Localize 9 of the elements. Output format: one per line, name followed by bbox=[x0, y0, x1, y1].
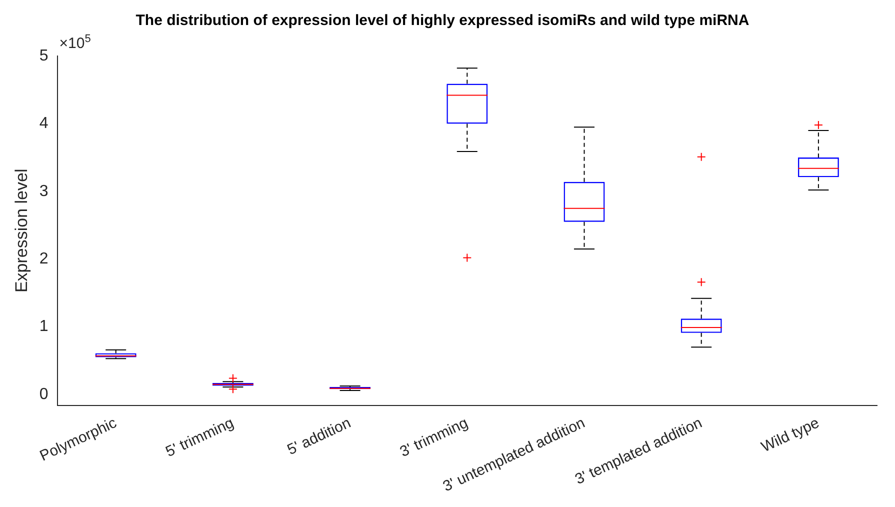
y-tick-label: 1 bbox=[39, 318, 48, 336]
y-tick-label: 2 bbox=[39, 250, 48, 268]
y-tick-label: 5 bbox=[39, 47, 48, 64]
x-tick-label: Wild type bbox=[758, 414, 822, 456]
chart-title: The distribution of expression level of highly expressed isomiRs and wild type miRNA bbox=[136, 12, 750, 30]
y-tick-label: 4 bbox=[39, 115, 48, 132]
y-tick-label: 3 bbox=[39, 182, 48, 200]
y-axis-title: Expression level bbox=[12, 168, 31, 293]
y-tick-label: 0 bbox=[39, 386, 48, 403]
